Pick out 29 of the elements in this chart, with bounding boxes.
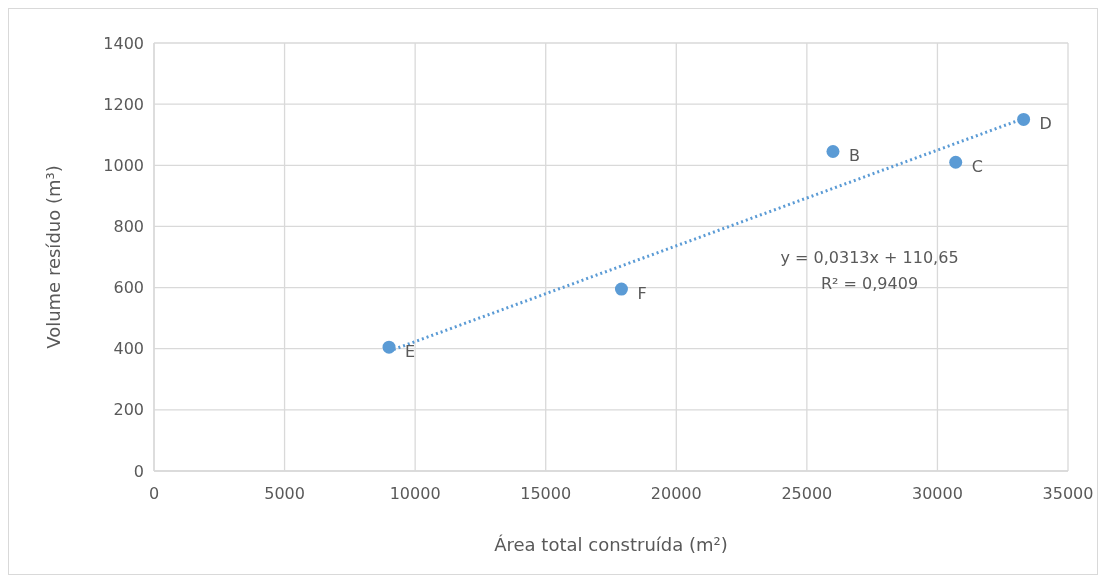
y-tick-label: 0 [133,461,144,481]
y-axis-title: Volume resíduo (m³) [43,165,64,349]
annotation: B [848,146,860,166]
annotation: C [971,156,983,176]
y-tick-label: 1200 [103,94,144,114]
y-tick-label: 1000 [103,155,144,175]
annotation: D [1039,114,1052,134]
annotation: y = 0,0313x + 110,65 [780,248,959,268]
point [949,155,963,169]
point [614,282,628,296]
y-tick-label: 1400 [103,33,144,53]
point [826,145,840,159]
point [1017,112,1031,126]
x-tick-label: 10000 [389,484,441,503]
x-tick-label: 5000 [264,484,305,503]
x-axis-title: Área total construída (m²) [494,534,728,555]
x-tick-label: 15000 [520,484,572,503]
y-tick-label: 800 [113,217,144,237]
annotation: R² = 0,9409 [820,274,919,294]
x-tick-label: 35000 [1042,484,1094,503]
y-tick-label: 400 [113,339,144,359]
x-tick-label: 20000 [650,484,702,503]
x-tick-label: 30000 [911,484,963,503]
annotation: E [405,341,416,361]
x-tick-label: 25000 [781,484,833,503]
y-tick-label: 600 [113,278,144,298]
x-tick-label: 0 [148,484,160,503]
annotation: F [637,283,647,303]
y-tick-label: 200 [113,400,144,420]
